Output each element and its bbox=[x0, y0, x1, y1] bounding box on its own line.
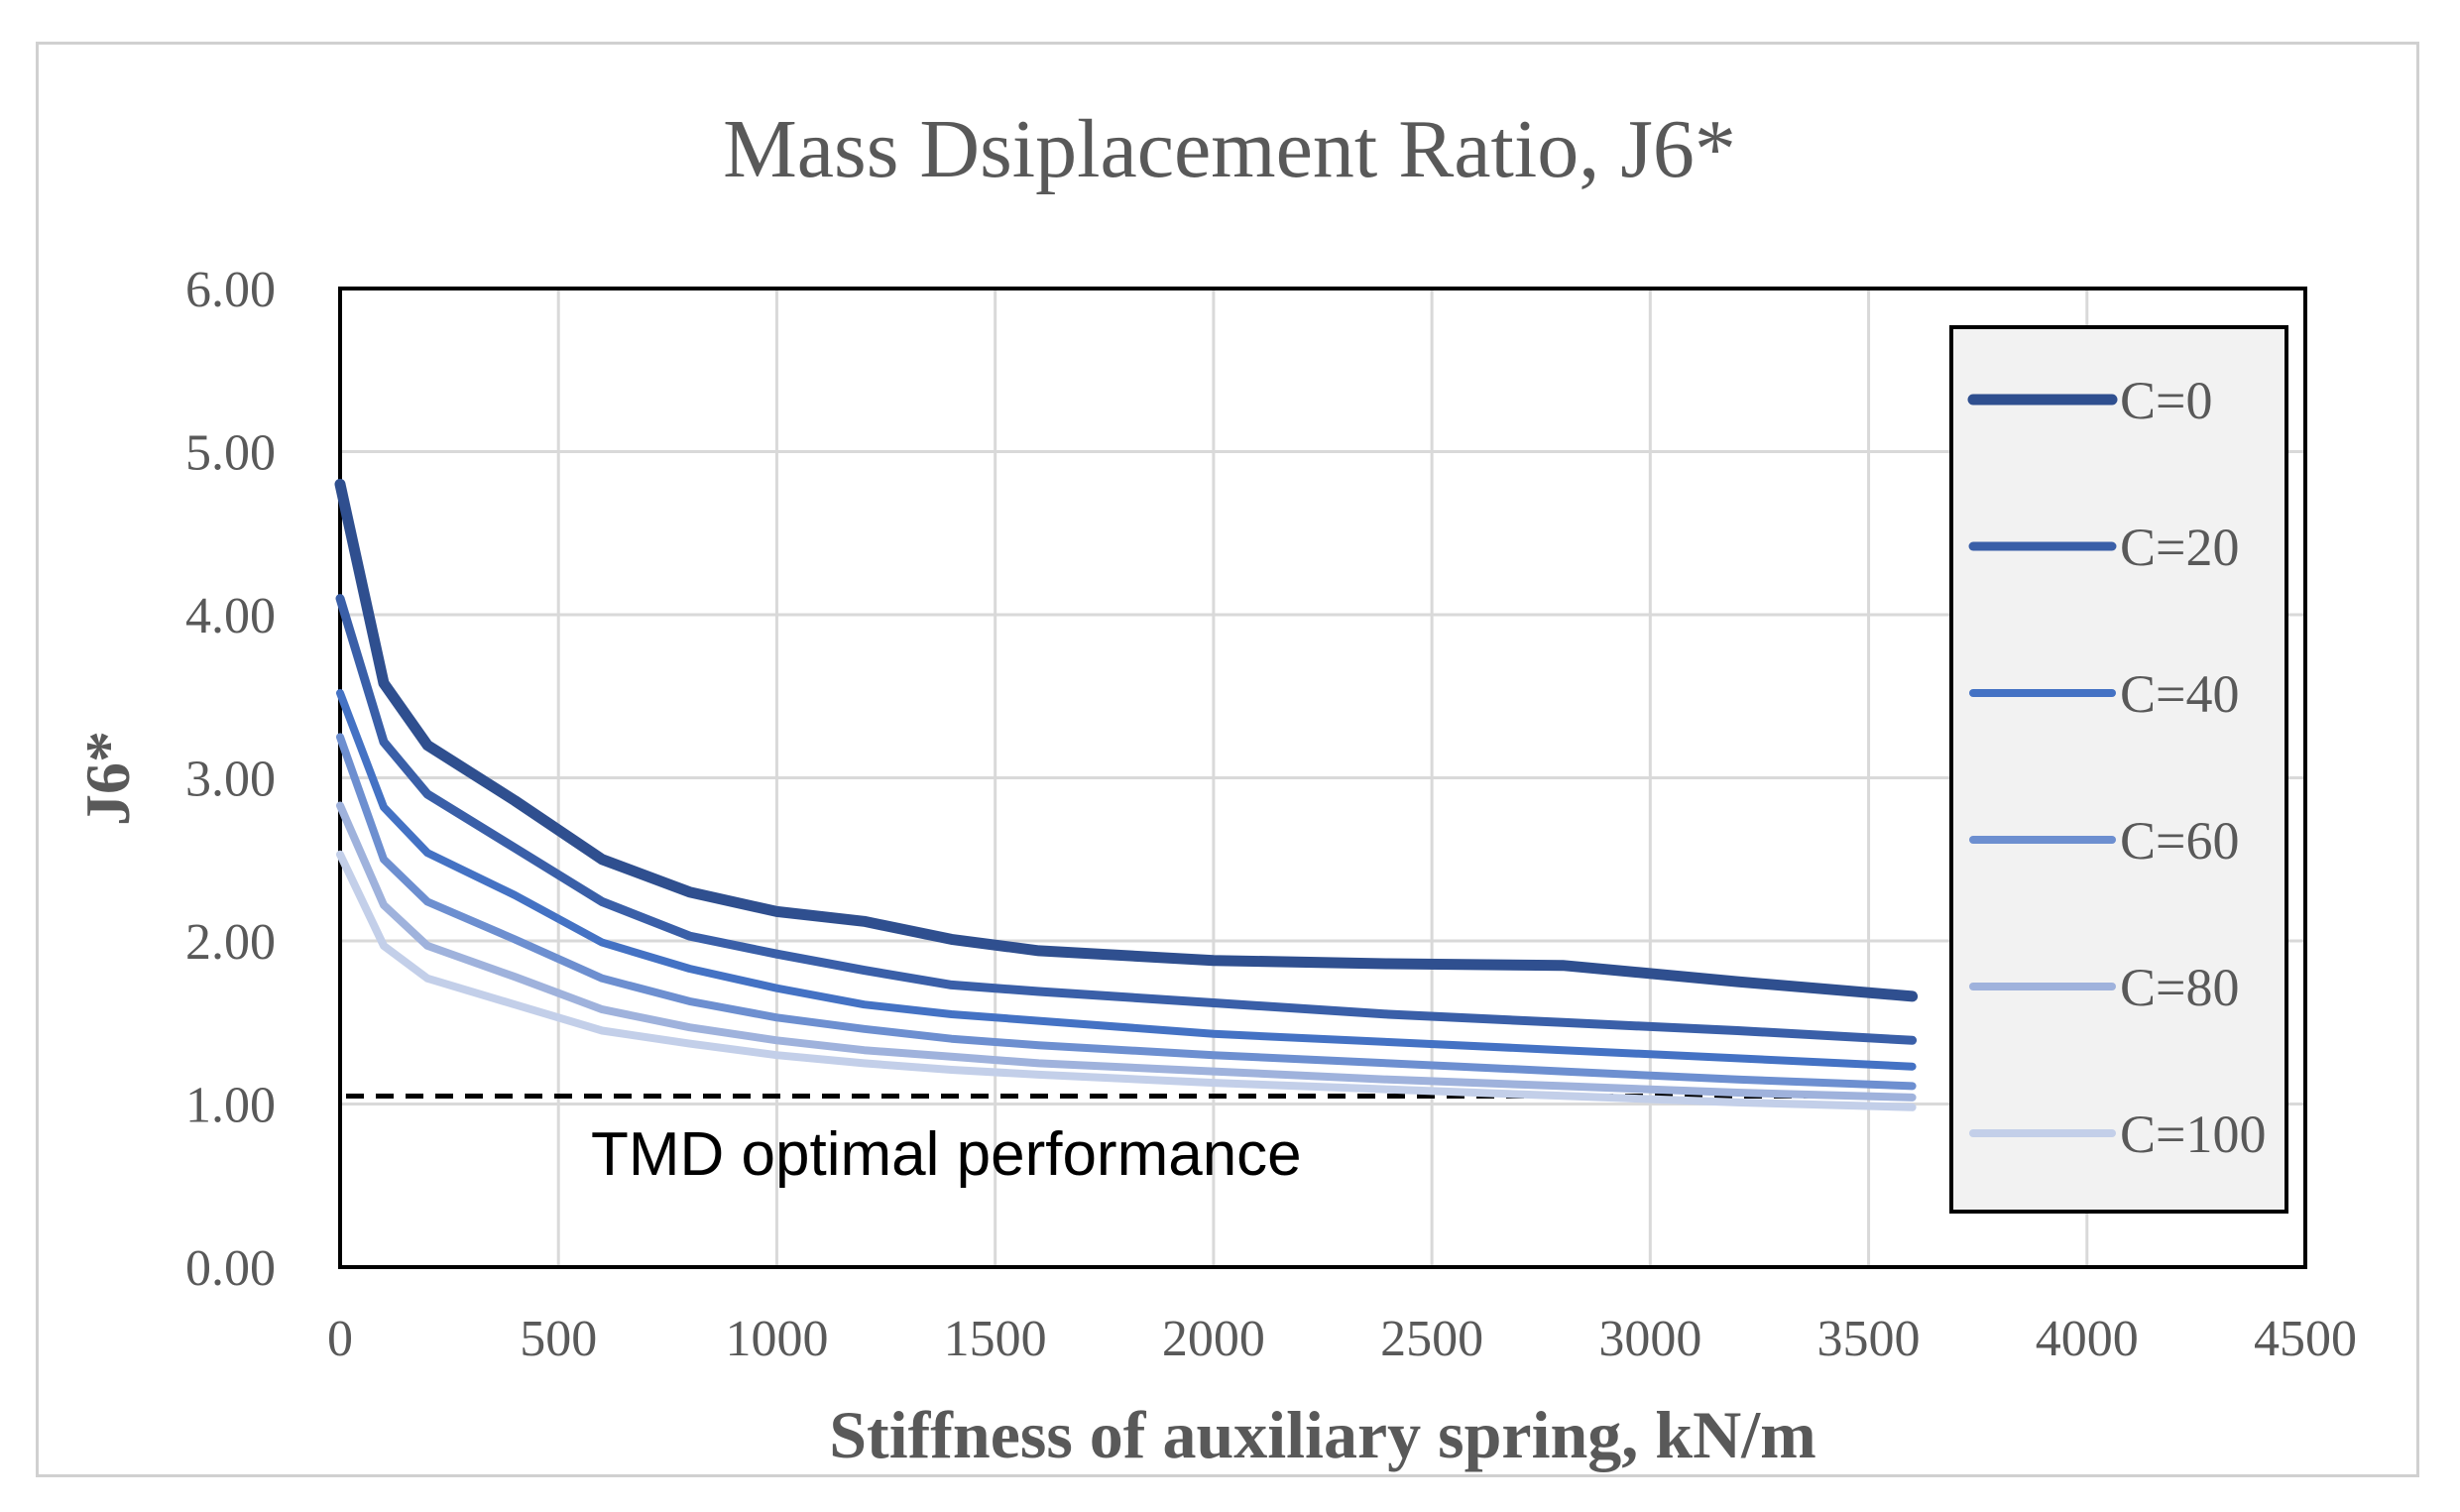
legend-label: C=20 bbox=[2120, 518, 2239, 577]
x-tick-label: 4500 bbox=[2254, 1311, 2357, 1367]
x-tick-label: 1500 bbox=[944, 1311, 1047, 1367]
plot-area-border bbox=[338, 287, 2307, 1269]
x-tick-label: 3000 bbox=[1598, 1311, 1701, 1367]
y-tick-label: 3.00 bbox=[185, 752, 276, 808]
legend-label: C=100 bbox=[2120, 1105, 2266, 1164]
y-tick-label: 4.00 bbox=[185, 588, 276, 644]
x-axis-label: Stiffness of auxiliary spring, kN/m bbox=[829, 1397, 1816, 1472]
series-line-c-80 bbox=[336, 801, 1917, 1102]
legend-label: C=80 bbox=[2120, 958, 2239, 1017]
series-line-c-100 bbox=[336, 850, 1917, 1111]
reference-line-label: TMD optimal performance bbox=[591, 1120, 1302, 1189]
y-tick-label: 1.00 bbox=[185, 1078, 276, 1134]
x-tick-label: 3500 bbox=[1817, 1311, 1921, 1367]
legend-label: C=0 bbox=[2120, 371, 2212, 430]
series-line-c-0 bbox=[334, 478, 1919, 1002]
x-tick-label: 2000 bbox=[1162, 1311, 1265, 1367]
y-tick-label: 0.00 bbox=[185, 1240, 276, 1297]
series-line-c-40 bbox=[336, 689, 1917, 1071]
y-tick-label: 5.00 bbox=[185, 425, 276, 482]
y-tick-label: 2.00 bbox=[185, 914, 276, 971]
chart-title: Mass Dsiplacement Ratio, J6* bbox=[723, 103, 1736, 195]
reference-group: TMD optimal performance bbox=[346, 1094, 1923, 1189]
x-tick-label: 500 bbox=[520, 1311, 597, 1367]
x-tick-label: 1000 bbox=[725, 1311, 828, 1367]
x-tick-label: 4000 bbox=[2036, 1311, 2139, 1367]
x-tick-labels: 0 500 1000 1500 2000 2500 3000 3500 4000 4500 bbox=[327, 1311, 2357, 1367]
y-tick-labels: 0.00 1.00 2.00 3.00 4.00 5.00 6.00 bbox=[185, 262, 276, 1297]
legend-label: C=40 bbox=[2120, 664, 2239, 724]
series-line-c-60 bbox=[336, 733, 1917, 1091]
legend: C=0 C=20 C=40 C=60 C=80 C=100 bbox=[1967, 371, 2266, 1164]
legend-box bbox=[1949, 325, 2288, 1214]
series-lines bbox=[334, 478, 1919, 1111]
series-line-c-20 bbox=[335, 594, 1918, 1045]
x-tick-label: 0 bbox=[327, 1311, 353, 1367]
legend-label: C=60 bbox=[2120, 811, 2239, 871]
x-tick-label: 2500 bbox=[1380, 1311, 1483, 1367]
y-tick-label: 6.00 bbox=[185, 262, 276, 318]
y-axis-label: J6* bbox=[72, 731, 143, 826]
